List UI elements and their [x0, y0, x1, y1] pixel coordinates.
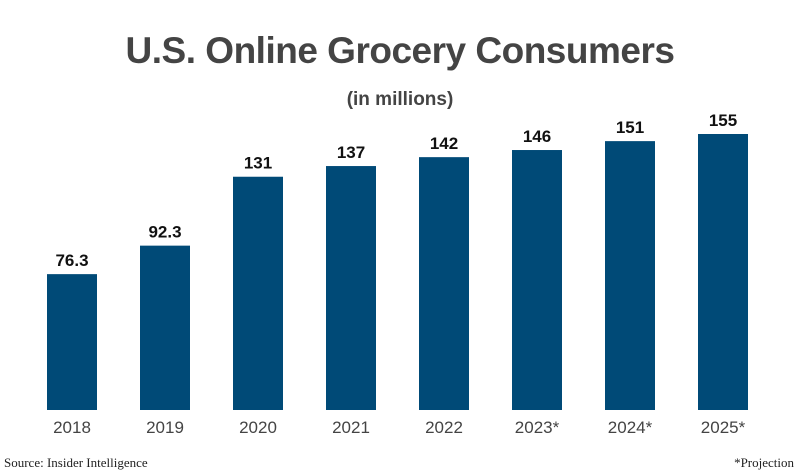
bar-2025	[698, 134, 748, 410]
chart-subtitle: (in millions)	[346, 89, 454, 110]
data-label: 76.3	[55, 251, 88, 270]
bar-2018	[47, 274, 97, 410]
x-tick-label: 2023*	[515, 418, 560, 437]
x-tick-label: 2019	[146, 418, 184, 437]
x-tick-label: 2020	[239, 418, 277, 437]
bar-2021	[326, 166, 376, 410]
source-note: Source: Insider Intelligence	[4, 455, 148, 470]
data-label: 151	[616, 118, 644, 137]
x-tick-label: 2022	[425, 418, 463, 437]
bar-2023	[512, 150, 562, 410]
bar-2019	[140, 245, 190, 410]
data-label: 155	[709, 111, 737, 130]
data-label: 92.3	[148, 223, 181, 242]
data-label: 142	[430, 134, 458, 153]
projection-note: *Projection	[734, 455, 794, 470]
data-label: 146	[523, 127, 551, 146]
x-tick-label: 2021	[332, 418, 370, 437]
x-tick-label: 2025*	[701, 418, 746, 437]
x-tick-label: 2024*	[608, 418, 653, 437]
chart-title: U.S. Online Grocery Consumers	[125, 30, 675, 71]
x-tick-label: 2018	[53, 418, 91, 437]
data-label: 137	[337, 143, 365, 162]
bar-2022	[419, 157, 469, 410]
bar-2020	[233, 176, 283, 410]
bar-2024	[605, 141, 655, 411]
data-label: 131	[244, 154, 272, 173]
